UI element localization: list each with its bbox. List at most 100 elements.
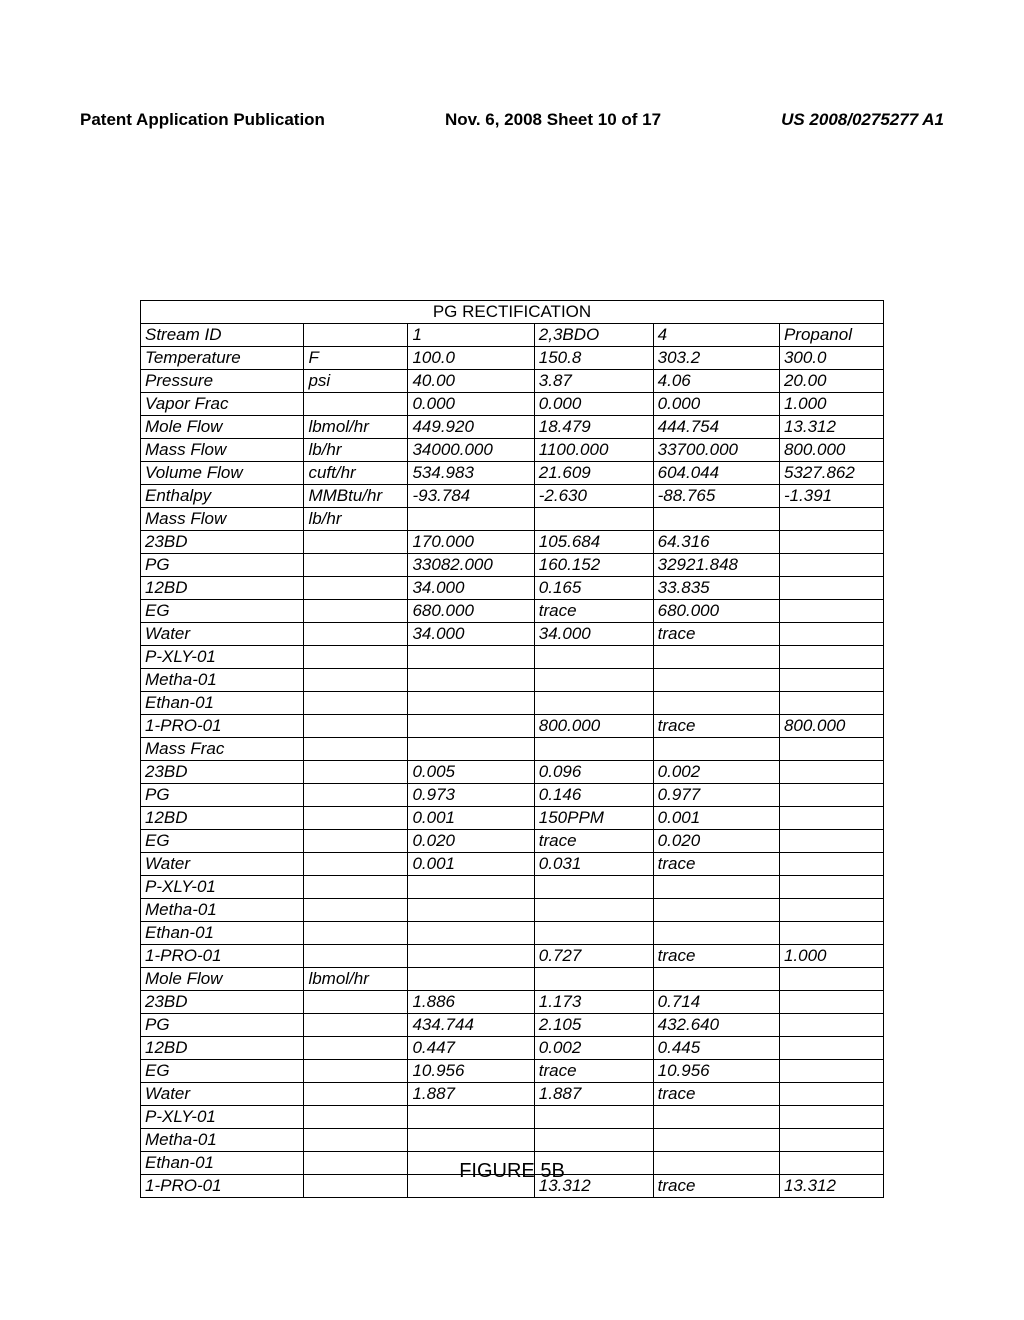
table-cell: 0.005 [408,761,534,784]
table-cell [408,692,534,715]
table-cell [534,968,653,991]
table-cell: Volume Flow [141,462,304,485]
table-row: PG0.9730.1460.977 [141,784,884,807]
table-cell: 100.0 [408,347,534,370]
table-row: Water0.0010.031trace [141,853,884,876]
table-cell: trace [534,600,653,623]
table-cell: 0.727 [534,945,653,968]
table-cell: 23BD [141,531,304,554]
table-cell [779,1129,883,1152]
table-cell: trace [653,945,779,968]
table-cell: cuft/hr [304,462,408,485]
table-row: 23BD170.000105.68464.316 [141,531,884,554]
table-row: 1-PRO-010.727trace1.000 [141,945,884,968]
table-cell [779,1060,883,1083]
table-cell: 34.000 [534,623,653,646]
table-cell: Water [141,853,304,876]
table-cell: 534.983 [408,462,534,485]
table-cell: 1 [408,324,534,347]
table-cell: 0.445 [653,1037,779,1060]
table-cell [653,692,779,715]
table-cell: 303.2 [653,347,779,370]
table-cell [779,600,883,623]
table-cell: trace [653,853,779,876]
table-cell [408,738,534,761]
table-cell [534,1106,653,1129]
table-cell [304,692,408,715]
figure-caption: FIGURE 5B [0,1160,1024,1183]
table-row: Water34.00034.000trace [141,623,884,646]
table-cell [534,738,653,761]
table-cell [779,968,883,991]
table-cell [408,899,534,922]
table-cell [653,508,779,531]
table-cell: 604.044 [653,462,779,485]
table-cell [653,899,779,922]
table-cell: Metha-01 [141,899,304,922]
header-left: Patent Application Publication [80,110,325,130]
table-cell [304,1014,408,1037]
table-cell: Propanol [779,324,883,347]
table-cell [304,784,408,807]
table-cell: lbmol/hr [304,416,408,439]
table-cell: 5327.862 [779,462,883,485]
table-cell: Mass Flow [141,439,304,462]
table-cell: 12BD [141,577,304,600]
table-cell: 18.479 [534,416,653,439]
table-cell [304,324,408,347]
table-cell: 1.886 [408,991,534,1014]
table-cell [779,1106,883,1129]
table-cell: 0.096 [534,761,653,784]
table-cell: Pressure [141,370,304,393]
table-cell [304,830,408,853]
table-cell: -2.630 [534,485,653,508]
table-cell [304,1129,408,1152]
table-cell [408,1129,534,1152]
table-cell: 64.316 [653,531,779,554]
table-cell [304,393,408,416]
table-row: 23BD1.8861.1730.714 [141,991,884,1014]
table-row: Mass Frac [141,738,884,761]
table-row: Metha-01 [141,669,884,692]
table-cell [408,715,534,738]
table-row: Ethan-01 [141,692,884,715]
table-cell [304,1106,408,1129]
table-cell: Vapor Frac [141,393,304,416]
table-cell: F [304,347,408,370]
table-cell [408,669,534,692]
table-cell: 34.000 [408,577,534,600]
table-cell: 1-PRO-01 [141,715,304,738]
table-cell: trace [534,830,653,853]
table-cell: 800.000 [779,715,883,738]
table-row: EG680.000trace680.000 [141,600,884,623]
table-cell: trace [534,1060,653,1083]
table-cell: 449.920 [408,416,534,439]
table-cell [779,991,883,1014]
table-cell: 432.640 [653,1014,779,1037]
table-cell: 800.000 [534,715,653,738]
table-cell: PG [141,784,304,807]
table-row: Mole Flowlbmol/hr449.92018.479444.75413.… [141,416,884,439]
table-cell: 1.887 [408,1083,534,1106]
table-cell [304,876,408,899]
table-cell: 0.973 [408,784,534,807]
table-cell: 0.020 [408,830,534,853]
table-row: EG10.956trace10.956 [141,1060,884,1083]
table-cell: 12BD [141,807,304,830]
header-center: Nov. 6, 2008 Sheet 10 of 17 [445,110,661,130]
table-cell: trace [653,623,779,646]
table-cell [779,853,883,876]
table-cell [534,508,653,531]
table-cell [304,646,408,669]
table-row: Mole Flowlbmol/hr [141,968,884,991]
table-cell [779,646,883,669]
table-cell [779,508,883,531]
table-cell [304,531,408,554]
table-cell [653,738,779,761]
table-cell [534,669,653,692]
table-cell: Mole Flow [141,968,304,991]
table-cell: 0.000 [408,393,534,416]
table-row: TemperatureF100.0150.8303.2300.0 [141,347,884,370]
table-cell: psi [304,370,408,393]
table-cell: 33.835 [653,577,779,600]
